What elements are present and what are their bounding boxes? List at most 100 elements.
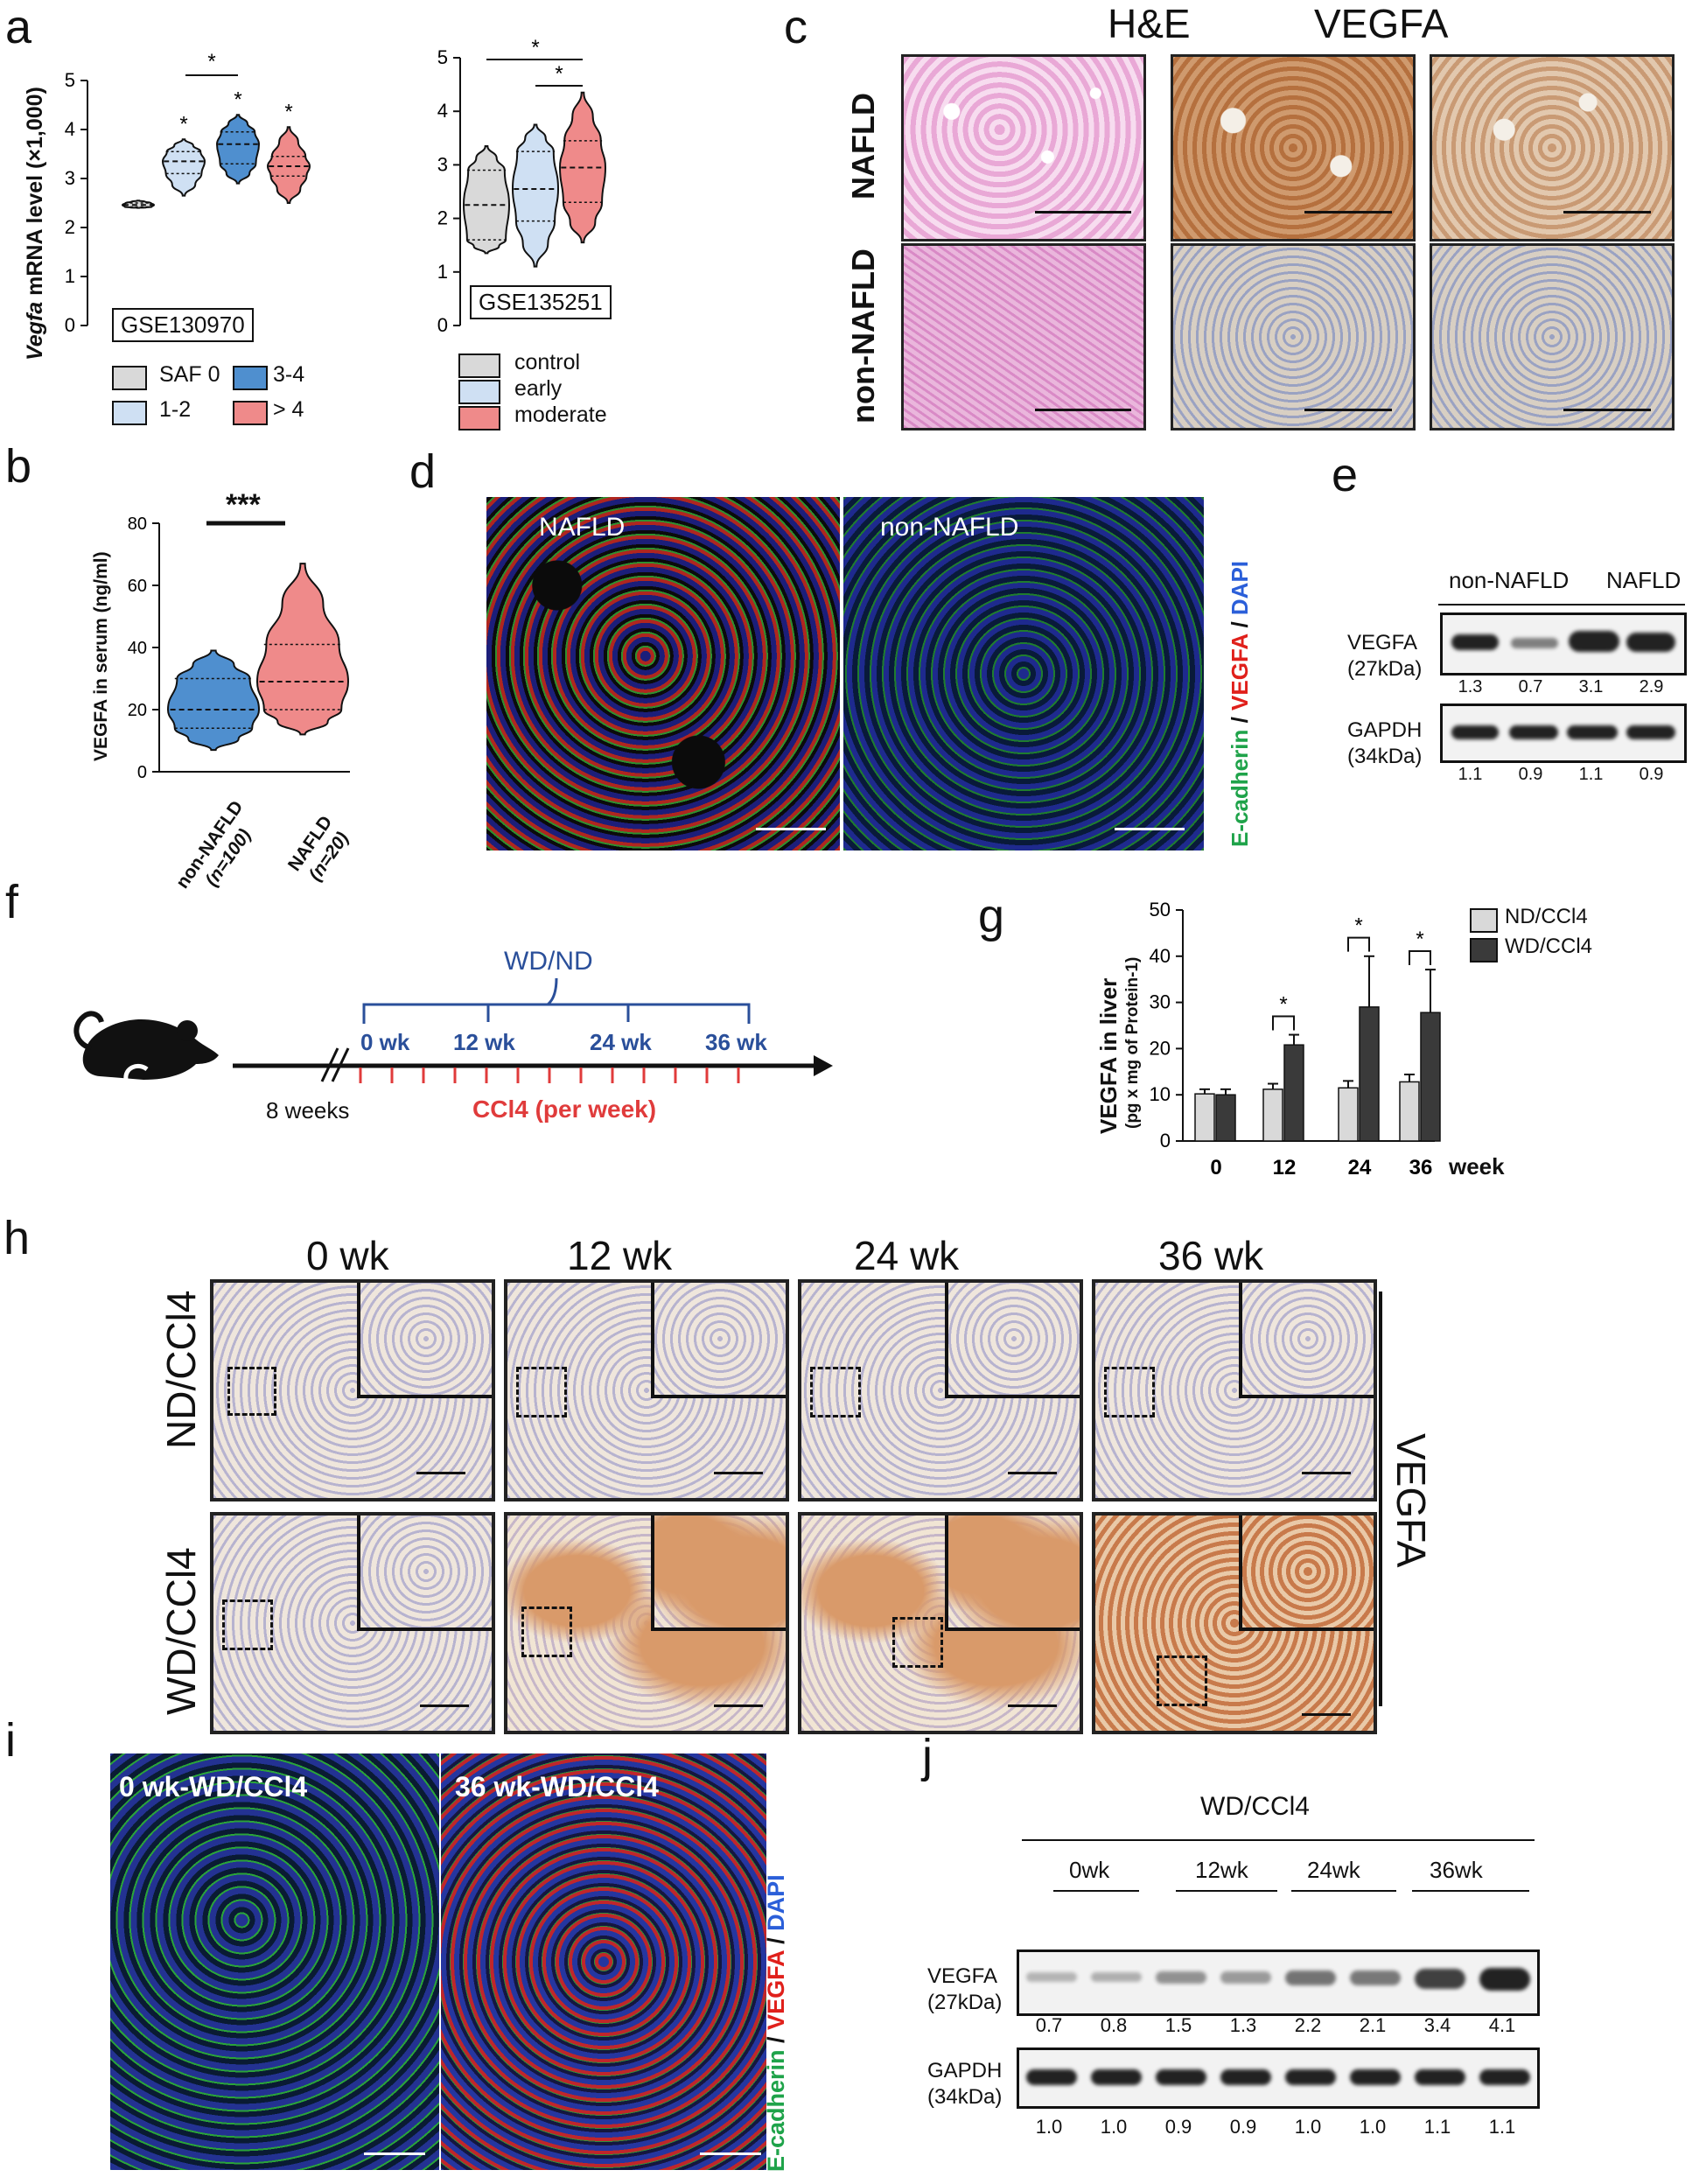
roi-box [810,1367,861,1418]
panel-letter-h: h [3,1212,31,1264]
violin-NAFLD [255,563,350,736]
panel-a-right-y-tick-label: 1 [437,261,448,283]
band [1350,1970,1401,1986]
timeline-age-label: 8 weeks [266,1097,350,1124]
sig-bracket [1347,936,1370,952]
diet-bracket [362,1003,751,1024]
blot-e-gapdh-kda: (34kDa) [1347,745,1423,768]
panel-b-sig: *** [226,488,261,522]
panel-a-left-y-tick-label: 4 [65,118,75,140]
inset-zoom [357,1516,492,1631]
legend-label-3-4: 3-4 [273,362,305,387]
sig-star: * [1279,992,1287,1016]
panel-b-y-tick-label: 60 [128,577,147,596]
blot-j-tp-36: 36wk [1430,1857,1483,1883]
legend-label-control: control [514,350,581,374]
panel-g-y-tick-label: 0 [1160,1130,1171,1152]
he-nafld-image [901,54,1146,242]
panel-c-vegfa-header: VEGFA [1314,1,1449,46]
blot-j-gapdh-values: 1.0 1.0 0.9 0.9 1.0 1.0 1.1 1.1 [1017,2116,1535,2138]
panel-a-right-y-tick-label: 4 [437,100,448,122]
stain-dapi: DAPI [763,1874,789,1931]
panel-letter-d: d [409,445,437,498]
scale-bar [1563,409,1651,411]
blot-e-gapdh-label: GAPDH (34kDa) [1347,718,1422,770]
inset-zoom [651,1283,786,1398]
band [1091,2069,1142,2085]
band [1091,1971,1142,1983]
timeline-tp-0: 0 wk [360,1029,410,1055]
blot-j-group-line [1412,1890,1529,1892]
band [1220,2069,1271,2085]
panel-g-y-tick-label: 30 [1150,991,1171,1013]
blot-j-title: WD/CCl4 [1200,1792,1310,1821]
panel-a-left-y-tick-label: 1 [65,265,75,287]
inset-zoom [945,1516,1080,1631]
roi-box [227,1367,276,1416]
panel-g-x-tick-label: 0 [1210,1156,1221,1180]
panel-g-y-tick-label: 40 [1150,945,1171,967]
blot-e-gapdh-name: GAPDH [1347,718,1423,742]
value: 4.1 [1488,2014,1516,2036]
blot-j-vegfa-name: VEGFA [927,1964,998,1988]
vegfa-nafld-image-1 [1171,54,1416,242]
panel-letter-j: j [922,1730,933,1782]
blot-j-vegfa-label: VEGFA (27kDa) [927,1964,1002,2016]
inset-zoom [651,1516,786,1631]
value: 0.7 [1035,2014,1063,2036]
stain-ecadherin: E-cadherin [1227,729,1253,847]
timeline-tp-36: 36 wk [705,1029,767,1055]
stain-separator: / [1227,710,1253,730]
legend-swatch-nd [1470,908,1498,933]
scale-bar [1563,211,1651,214]
bar-0 [1194,1093,1215,1142]
panel-h-side-label: VEGFA [1388,1433,1434,1568]
band [1156,2069,1206,2085]
sig-star: * [1416,928,1423,951]
panel-c-row-nafld: NAFLD [845,93,881,200]
bar-0 [1262,1088,1283,1142]
panel-b-y-tick-label: 80 [128,514,147,534]
violin-12 [161,138,206,197]
value: 1.3 [1458,677,1483,696]
legend-label-saf0: SAF 0 [159,362,220,387]
mouse-icon [73,1011,219,1081]
blot-e-gapdh [1440,704,1687,763]
sig-star: * [207,50,215,74]
legend-label-nd: ND/CCl4 [1505,905,1588,928]
panel-h-row-nd: ND/CCl4 [158,1290,204,1449]
violin-non-NAFLD [166,649,261,752]
sig-bracket [1272,1015,1295,1031]
legend-swatch-wd [1470,938,1498,962]
value: 1.1 [1423,2116,1451,2138]
bar-1 [1420,1012,1441,1142]
blot-j-tp-12: 12wk [1195,1857,1248,1883]
blot-j-group-line [1291,1890,1396,1892]
inset-zoom [1239,1283,1374,1398]
legend-swatch-gt4 [233,401,268,425]
he-non-nafld-image [901,243,1146,430]
scale-bar [416,1472,465,1474]
panel-g-ylabel: VEGFA in liver [1095,977,1122,1134]
panel-a-left-y-tick-label: 3 [65,167,75,189]
inset-zoom [1239,1516,1374,1631]
band [1479,1968,1530,1991]
band [1285,2069,1336,2085]
legend-label-moderate: moderate [514,402,607,427]
stain-separator: / [1227,615,1253,634]
scale-bar [420,1704,469,1707]
stain-dapi: DAPI [1227,560,1253,616]
ihc-nd-12wk [504,1279,789,1502]
roi-box [516,1367,567,1418]
panel-b-y-tick-label: 40 [128,639,147,658]
bar-1 [1215,1094,1236,1142]
ihc-nd-0wk [210,1279,495,1502]
roi-box [521,1606,572,1657]
panel-g-week-label: week [1449,1153,1505,1180]
blot-e-vegfa-name: VEGFA [1347,631,1418,654]
roi-box [222,1600,273,1650]
diet-bracket-pointer [546,977,558,1006]
blot-e-gapdh-values: 1.1 0.9 1.1 0.9 [1440,765,1682,785]
vegfa-nafld-image-2 [1430,54,1675,242]
value: 1.1 [1578,765,1604,784]
